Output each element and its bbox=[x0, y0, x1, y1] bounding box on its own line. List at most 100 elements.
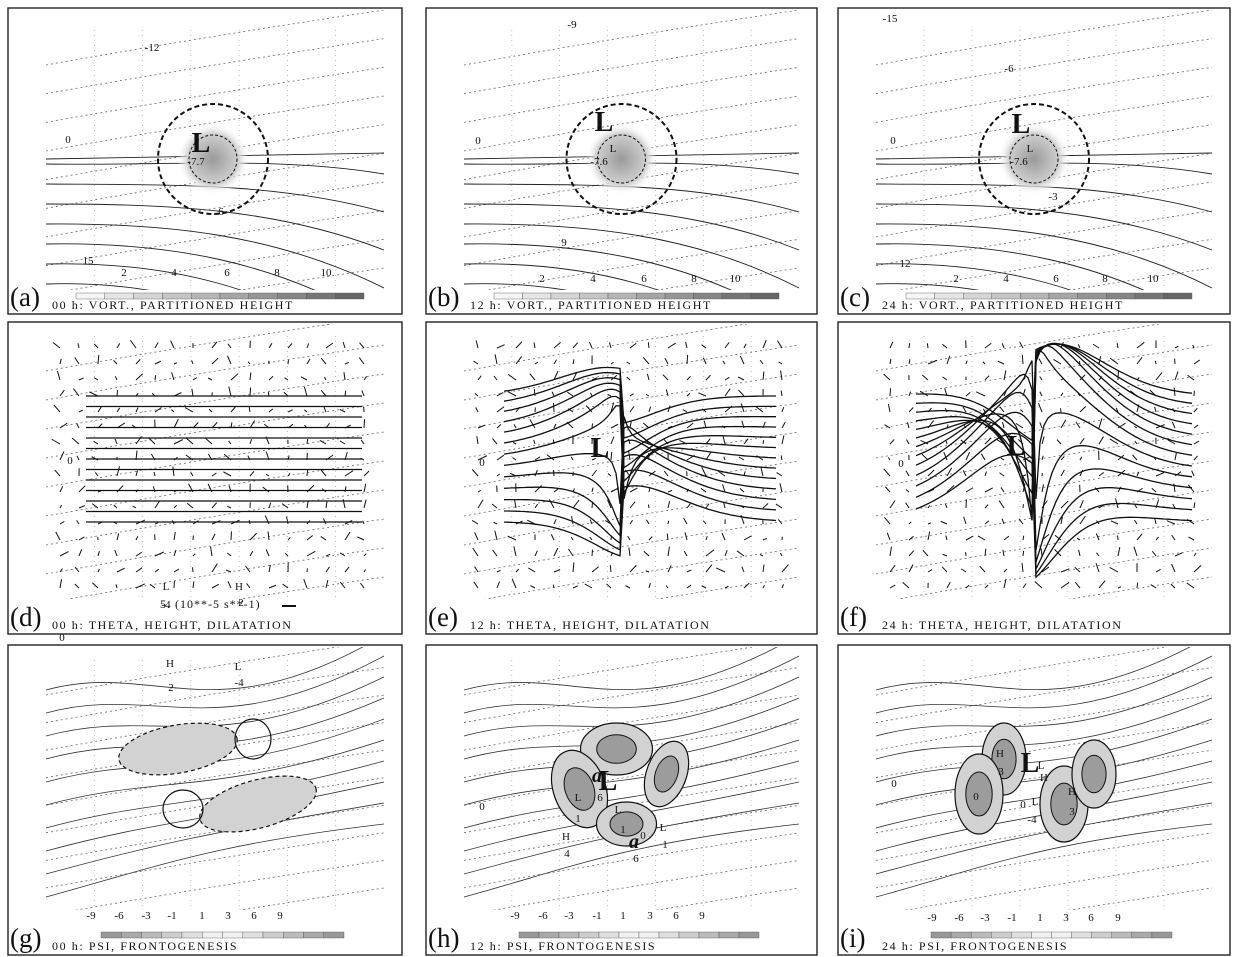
contour-value-label: L bbox=[1032, 796, 1039, 808]
dilatation-arrow bbox=[492, 549, 498, 557]
dilatation-arrow bbox=[471, 520, 479, 525]
theta-contour bbox=[915, 349, 1193, 521]
dilatation-arrow bbox=[342, 499, 346, 509]
dilatation-arrow bbox=[306, 358, 311, 365]
frontogenesis-lobe bbox=[954, 753, 1004, 835]
dilatation-arrow bbox=[984, 504, 989, 509]
contour-value-label: 6 bbox=[224, 267, 230, 279]
height-contour bbox=[463, 324, 749, 372]
dilatation-arrow bbox=[628, 438, 631, 445]
height-contour bbox=[463, 402, 800, 459]
dilatation-arrow bbox=[1192, 344, 1195, 349]
dilatation-arrow bbox=[325, 501, 328, 509]
dilatation-arrow bbox=[1171, 563, 1176, 573]
dilatation-arrow bbox=[762, 440, 765, 445]
dilatation-arrow bbox=[507, 373, 517, 381]
dilatation-arrow bbox=[1095, 562, 1100, 573]
dilatation-arrow bbox=[1136, 533, 1143, 541]
height-contour bbox=[655, 887, 800, 910]
contour-value-label: 4 bbox=[564, 848, 570, 860]
dilatation-arrow bbox=[534, 485, 542, 493]
panel-label: (g) bbox=[10, 923, 42, 953]
vorticity-shading bbox=[998, 123, 1070, 195]
dilatation-arrow bbox=[282, 583, 289, 589]
dilatation-arrow bbox=[475, 340, 479, 349]
dilatation-arrow bbox=[626, 376, 631, 381]
dilatation-arrow bbox=[173, 362, 178, 365]
dilatation-arrow bbox=[1136, 377, 1140, 381]
contour-value-label: 6 bbox=[251, 910, 257, 922]
dilatation-arrow bbox=[363, 376, 368, 381]
dilatation-arrow bbox=[513, 424, 517, 429]
frontogenesis-core bbox=[1050, 782, 1078, 826]
dilatation-arrow bbox=[306, 520, 311, 525]
dilatation-arrow bbox=[1155, 424, 1165, 429]
dilatation-arrow bbox=[151, 392, 156, 397]
dilatation-arrow bbox=[1079, 469, 1084, 477]
dilatation-arrow bbox=[743, 343, 747, 349]
dilatation-arrow bbox=[781, 435, 785, 445]
height-contour bbox=[45, 460, 385, 517]
dilatation-arrow bbox=[534, 456, 541, 461]
dilatation-arrow bbox=[227, 355, 232, 365]
dilatation-arrow bbox=[306, 469, 309, 477]
dilatation-arrow bbox=[1174, 552, 1183, 557]
dilatation-arrow bbox=[54, 469, 61, 477]
dilatation-arrow bbox=[723, 502, 726, 509]
dilatation-arrow bbox=[496, 406, 505, 413]
height-contour bbox=[896, 547, 1213, 599]
dilatation-arrow bbox=[360, 439, 365, 445]
dilatation-arrow bbox=[926, 343, 929, 349]
dilatation-arrow bbox=[584, 583, 593, 589]
height-contour bbox=[463, 832, 800, 889]
contour-value-label: 3 bbox=[1069, 806, 1075, 818]
dilatation-arrow bbox=[227, 343, 232, 349]
dilatation-arrow bbox=[1136, 404, 1140, 413]
dilatation-arrow bbox=[1155, 568, 1161, 573]
dilatation-arrow bbox=[571, 516, 574, 525]
contour-value-label: 4 bbox=[590, 273, 596, 285]
contour-value-label: L bbox=[610, 143, 617, 155]
color-bar bbox=[100, 931, 345, 939]
dilatation-arrow bbox=[211, 502, 218, 509]
dilatation-arrow bbox=[1060, 342, 1064, 349]
height-contour bbox=[875, 694, 1213, 751]
dilatation-arrow bbox=[192, 377, 198, 381]
panel-frame bbox=[837, 644, 1231, 956]
dilatation-arrow bbox=[527, 519, 536, 525]
dilatation-arrow bbox=[679, 439, 688, 445]
contour-value-label: -6 bbox=[1004, 63, 1014, 75]
dilatation-arrow bbox=[889, 584, 896, 589]
height-contour bbox=[463, 749, 800, 806]
dilatation-arrow bbox=[225, 569, 232, 573]
contour-value-label: -9 bbox=[86, 910, 96, 922]
dilatation-arrow bbox=[605, 520, 612, 525]
dilatation-arrow bbox=[114, 438, 118, 445]
dilatation-arrow bbox=[705, 374, 711, 381]
dilatation-arrow bbox=[553, 488, 559, 493]
panel-frame bbox=[7, 644, 403, 956]
dilatation-arrow bbox=[59, 389, 65, 397]
dilatation-arrow bbox=[919, 390, 929, 397]
dilatation-arrow bbox=[284, 377, 289, 381]
dilatation-arrow bbox=[228, 386, 232, 397]
contour-value-label: 9 bbox=[561, 237, 567, 249]
dilatation-arrow bbox=[1117, 454, 1125, 461]
height-contour bbox=[45, 667, 385, 723]
dilatation-arrow bbox=[1117, 469, 1126, 477]
dilatation-arrow bbox=[1110, 520, 1119, 525]
frontogenesis-core bbox=[965, 771, 993, 817]
dilatation-arrow bbox=[1154, 406, 1157, 413]
dilatation-arrow bbox=[513, 499, 517, 509]
dilatation-arrow bbox=[300, 376, 308, 381]
dilatation-arrow bbox=[1187, 374, 1195, 381]
dilatation-arrow bbox=[1171, 421, 1176, 429]
dilatation-arrow bbox=[889, 564, 896, 573]
dilatation-arrow bbox=[528, 567, 536, 573]
height-contour bbox=[463, 647, 756, 696]
dilatation-arrow bbox=[572, 359, 575, 365]
contour-value-label: 6 bbox=[1053, 273, 1059, 285]
dilatation-arrow bbox=[721, 532, 726, 541]
dilatation-arrow bbox=[1060, 392, 1064, 397]
dilatation-arrow bbox=[743, 471, 746, 477]
